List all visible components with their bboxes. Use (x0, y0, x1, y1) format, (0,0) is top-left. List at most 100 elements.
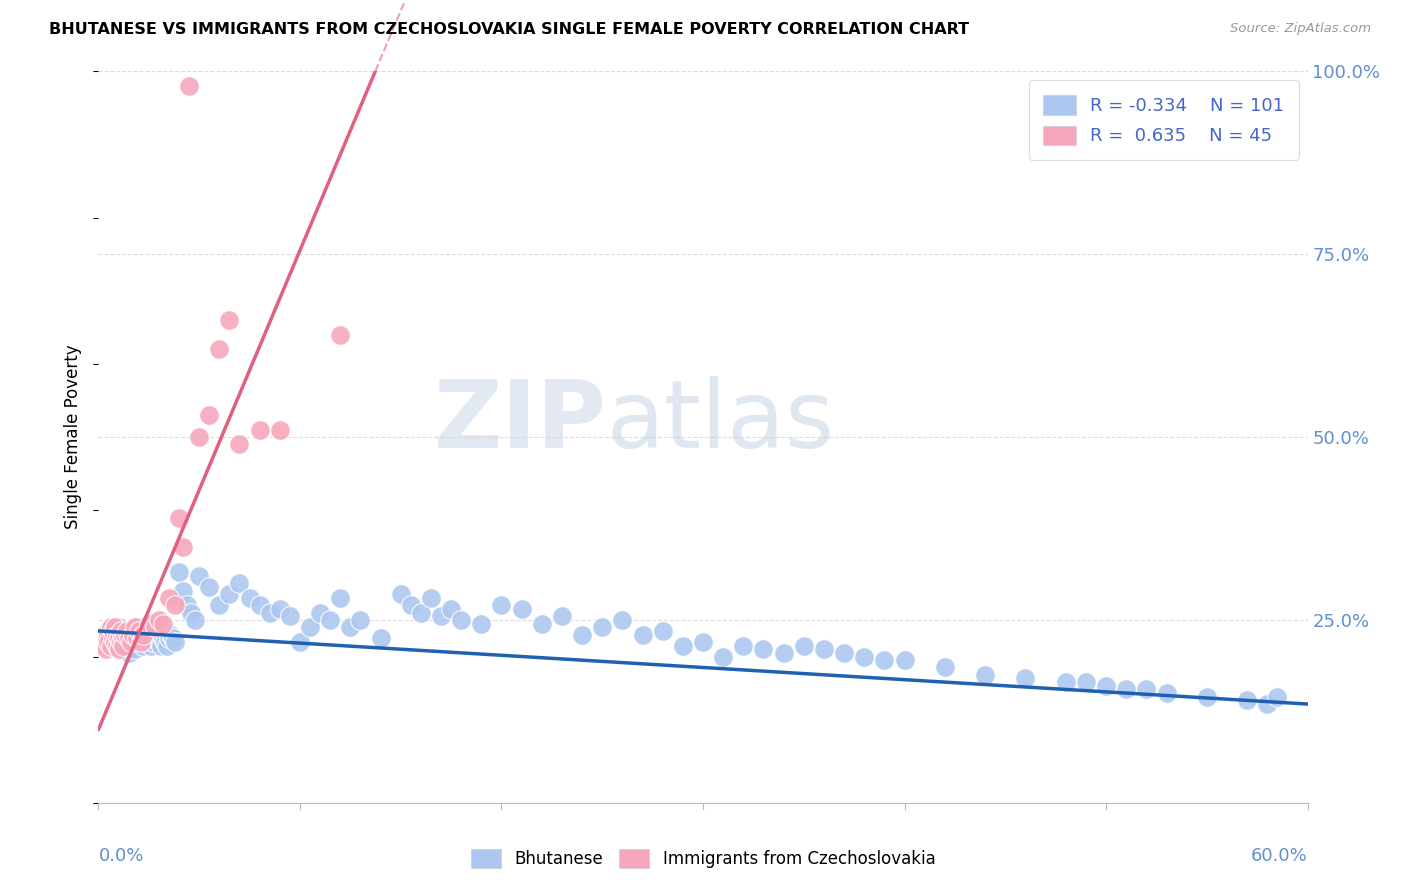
Point (319, 613, 342, 627)
Point (163, 599, 186, 613)
Point (450, 613, 472, 627)
Point (440, 602, 463, 616)
Point (129, 632, 152, 646)
Text: BHUTANESE VS IMMIGRANTS FROM CZECHOSLOVAKIA SINGLE FEMALE POVERTY CORRELATION CH: BHUTANESE VS IMMIGRANTS FROM CZECHOSLOVA… (49, 22, 969, 37)
Point (591, 620, 613, 634)
Point (299, 620, 322, 634)
Point (152, 616, 174, 631)
Point (198, 408, 221, 422)
Point (893, 653, 915, 667)
Point (114, 627, 136, 641)
Point (1267, 690, 1289, 704)
Point (218, 587, 240, 601)
Point (100, 635, 122, 649)
Point (148, 613, 170, 627)
Point (120, 635, 142, 649)
Point (153, 635, 176, 649)
Point (399, 599, 422, 613)
Point (813, 642, 835, 657)
Point (121, 632, 143, 646)
Point (1095, 679, 1118, 693)
Point (134, 624, 156, 638)
Point (551, 609, 574, 624)
Point (772, 646, 794, 660)
Point (269, 423, 291, 437)
Point (1156, 686, 1178, 700)
Point (934, 660, 956, 674)
Point (167, 510, 190, 524)
Point (107, 632, 129, 646)
Point (162, 632, 184, 646)
Point (103, 620, 125, 634)
Point (793, 639, 815, 653)
Point (143, 620, 166, 634)
Point (188, 430, 211, 444)
Point (1135, 682, 1157, 697)
Point (208, 599, 231, 613)
Point (711, 649, 734, 664)
Point (259, 606, 281, 620)
Point (118, 624, 141, 638)
Point (132, 627, 155, 641)
Point (1236, 693, 1258, 707)
Point (111, 639, 134, 653)
Point (105, 639, 128, 653)
Point (110, 635, 132, 649)
Point (101, 632, 124, 646)
Point (128, 624, 150, 638)
Point (1014, 672, 1036, 686)
Point (1195, 690, 1218, 704)
Point (329, 591, 352, 605)
Point (339, 620, 361, 634)
Point (571, 627, 593, 641)
Point (288, 635, 311, 649)
Text: ZIP: ZIP (433, 376, 606, 468)
Y-axis label: Single Female Poverty: Single Female Poverty (65, 345, 83, 529)
Point (143, 627, 166, 641)
Point (114, 627, 136, 641)
Point (163, 635, 186, 649)
Point (156, 639, 179, 653)
Point (129, 635, 152, 649)
Point (430, 609, 453, 624)
Point (105, 639, 128, 653)
Point (146, 632, 169, 646)
Point (420, 591, 443, 605)
Point (1256, 697, 1278, 711)
Point (101, 624, 124, 638)
Point (631, 627, 654, 641)
Point (228, 576, 250, 591)
Point (278, 609, 301, 624)
Point (142, 635, 165, 649)
Point (172, 583, 194, 598)
Point (138, 632, 160, 646)
Point (103, 635, 125, 649)
Point (121, 627, 143, 641)
Point (115, 624, 138, 638)
Point (409, 606, 432, 620)
Point (138, 616, 160, 631)
Point (110, 632, 132, 646)
Point (218, 313, 240, 327)
Point (184, 613, 207, 627)
Point (249, 423, 271, 437)
Point (118, 632, 141, 646)
Point (974, 667, 997, 681)
Point (96, 642, 118, 657)
Point (124, 642, 146, 657)
Point (120, 635, 142, 649)
Point (672, 639, 695, 653)
Point (93, 632, 115, 646)
Point (853, 649, 876, 664)
Point (107, 620, 129, 634)
Point (167, 566, 190, 580)
Point (135, 635, 157, 649)
Point (157, 591, 180, 605)
Point (179, 78, 201, 93)
Point (132, 639, 155, 653)
Point (239, 591, 262, 605)
Point (470, 616, 492, 631)
Point (176, 599, 198, 613)
Point (389, 587, 412, 601)
Point (1054, 675, 1077, 690)
